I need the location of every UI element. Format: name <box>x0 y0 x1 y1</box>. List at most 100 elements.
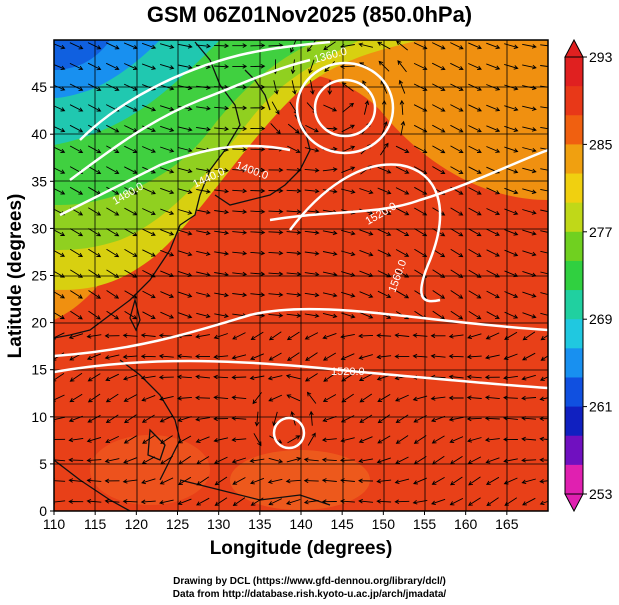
streamline-arrow <box>504 43 519 49</box>
streamline-arrow <box>539 457 548 463</box>
streamline-arrow <box>286 313 302 318</box>
streamline-arrow <box>522 270 537 277</box>
streamline-arrow <box>176 353 192 359</box>
streamline-arrow <box>104 478 120 484</box>
streamline-arrow <box>522 105 537 111</box>
streamline-arrow <box>341 82 354 92</box>
streamline-arrow <box>290 59 296 75</box>
streamline-arrow <box>540 230 548 233</box>
streamline-arrow <box>231 457 247 464</box>
streamline-arrow <box>522 167 537 174</box>
colorbar-swatch <box>565 173 583 204</box>
streamline-arrow <box>178 209 193 215</box>
x-tick-label: 110 <box>43 516 66 532</box>
streamline-arrow <box>86 334 102 339</box>
streamline-arrow <box>504 63 519 70</box>
streamline-arrow <box>254 411 260 427</box>
streamline-arrow <box>104 354 120 360</box>
streamline-arrow <box>54 478 66 483</box>
streamline-arrow <box>450 290 464 299</box>
streamline-arrow <box>232 105 248 111</box>
streamline-arrow <box>159 395 174 402</box>
streamline-arrow <box>432 166 446 174</box>
streamline-arrow <box>413 83 428 91</box>
streamline-arrow <box>106 166 120 174</box>
streamline-arrow <box>159 499 174 505</box>
streamline-arrow <box>286 271 302 277</box>
streamline-arrow <box>141 456 156 464</box>
streamline-arrow <box>359 188 374 195</box>
streamline-arrow <box>341 250 356 257</box>
streamline-arrow <box>214 168 230 173</box>
streamline-arrow <box>522 209 537 215</box>
streamline-arrow <box>86 498 102 504</box>
streamline-arrow <box>486 187 501 195</box>
x-tick-label: 120 <box>125 516 149 532</box>
streamline-arrow <box>540 312 548 316</box>
streamline-arrow <box>176 395 192 401</box>
streamline-arrow <box>122 354 138 360</box>
streamline-arrow <box>304 271 320 277</box>
y-tick-label: 20 <box>31 315 47 331</box>
x-axis: 110 115 120 125 130 135 140 145 150 155 160 165 <box>43 511 519 532</box>
streamline-arrow <box>432 124 446 133</box>
streamline-arrow <box>68 457 84 463</box>
streamline-arrow <box>504 167 519 174</box>
colorbar-swatch <box>565 290 583 320</box>
colorbar-tick-label: 269 <box>589 311 613 327</box>
streamline-arrow <box>196 476 210 486</box>
streamline-arrow <box>69 372 83 382</box>
streamline-arrow <box>104 498 120 504</box>
streamline-arrow <box>522 64 537 70</box>
streamline-arrow <box>521 374 536 381</box>
streamline-arrow <box>196 312 211 319</box>
streamline-arrow <box>486 84 501 91</box>
streamline-arrow <box>268 498 282 506</box>
streamline-arrow <box>106 83 120 91</box>
streamline-arrow <box>160 435 173 444</box>
streamline-arrow <box>124 249 138 257</box>
streamline-arrow <box>196 43 211 49</box>
streamline-arrow <box>286 230 302 235</box>
streamline-arrow <box>486 42 501 50</box>
streamline-arrow <box>450 62 464 71</box>
streamline-arrow <box>142 104 157 112</box>
streamline-arrow <box>124 207 138 216</box>
streamline-arrow <box>196 271 211 277</box>
streamline-arrow <box>232 292 248 298</box>
y-tick-label: 40 <box>31 126 47 142</box>
streamline-arrow <box>214 188 230 194</box>
streamline-arrow <box>398 79 406 94</box>
streamline-arrow <box>522 147 537 153</box>
streamline-arrow <box>286 499 301 505</box>
streamline-arrow <box>400 120 406 136</box>
streamline-arrow <box>304 251 320 256</box>
streamline-arrow <box>250 271 266 277</box>
streamline-arrow <box>196 85 211 90</box>
streamline-arrow <box>232 43 248 48</box>
streamline-arrow <box>142 311 156 319</box>
streamline-arrow <box>268 394 283 402</box>
streamline-arrow <box>485 354 500 360</box>
streamline-arrow <box>432 207 446 216</box>
streamline-arrow <box>522 291 537 298</box>
streamline-arrow <box>394 333 410 338</box>
streamline-arrow <box>503 458 518 464</box>
streamline-arrow <box>105 435 119 444</box>
streamline-arrow <box>503 375 518 381</box>
streamline-arrow <box>381 121 388 136</box>
streamline-arrow <box>178 455 191 465</box>
streamline-arrow <box>307 432 316 446</box>
x-axis-label: Longitude (degrees) <box>210 538 393 559</box>
streamline-arrow <box>124 104 138 112</box>
streamline-arrow <box>540 85 548 88</box>
streamline-arrow <box>412 353 428 359</box>
streamline-arrow <box>159 105 175 112</box>
streamline-arrow <box>250 63 266 69</box>
streamline-arrow <box>87 42 102 50</box>
streamline-arrow <box>141 414 155 423</box>
streamline-arrow <box>340 333 355 339</box>
streamline-arrow <box>232 230 248 235</box>
streamline-arrow <box>450 124 464 133</box>
